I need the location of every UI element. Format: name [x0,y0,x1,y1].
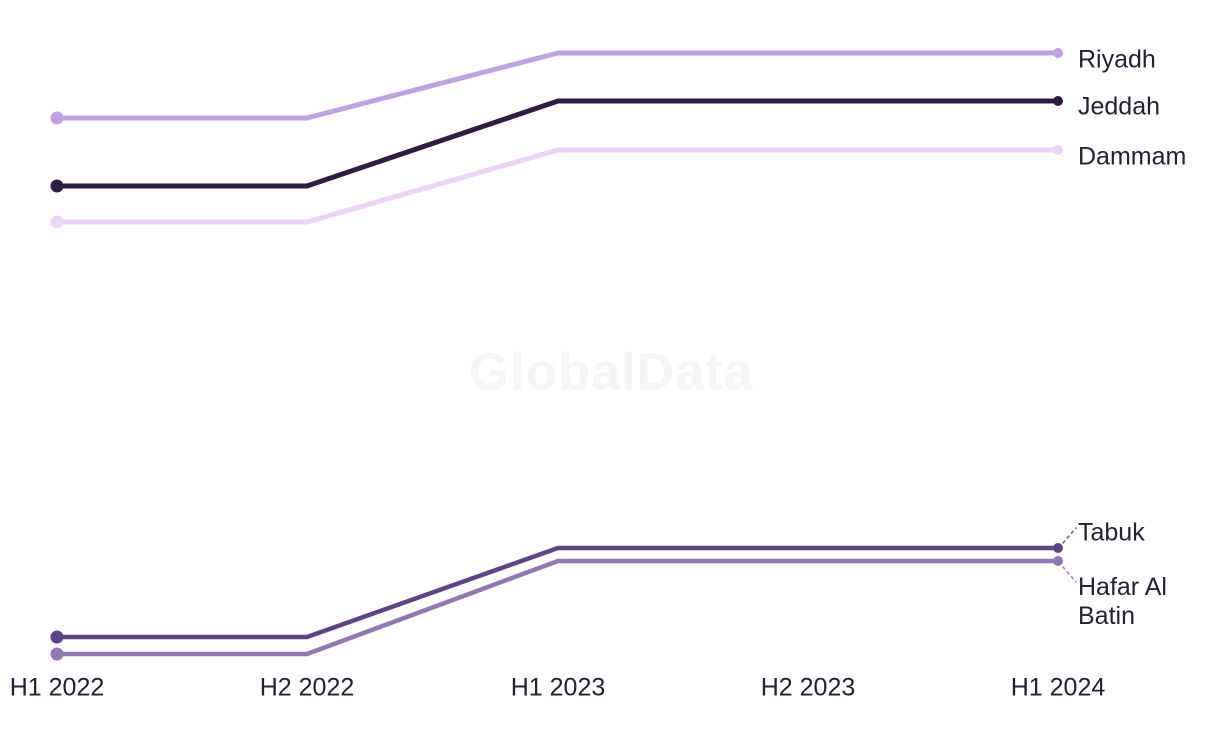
series-end-dot-tabuk [1053,543,1063,553]
series-line-riyadh [54,50,1061,121]
series-line-dammam [54,147,1061,225]
series-line-tabuk [54,545,1061,640]
series-label-riyadh: Riyadh [1078,45,1156,74]
globaldata-watermark: GlobalData [468,343,754,401]
x-axis-label-h1-2023: H1 2023 [510,673,606,702]
series-end-dot-dammam [1053,145,1063,155]
series-start-dot-jeddah [50,179,64,193]
x-axis-label-h1-2024: H1 2024 [1010,673,1106,702]
series-end-dot-jeddah [1053,96,1063,106]
series-start-dot-hafar-al-batin [50,647,64,661]
series-label-jeddah: Jeddah [1078,92,1161,121]
series-label-tabuk: Tabuk [1078,518,1145,547]
series-label-dammam: Dammam [1078,142,1187,171]
series-start-dot-riyadh [50,111,64,125]
x-axis-label-h2-2022: H2 2022 [259,673,355,702]
series-label-hafar-al-batin: Hafar Al Batin [1078,573,1167,630]
x-axis-label-h2-2023: H2 2023 [760,673,856,702]
series-start-dot-dammam [50,215,64,229]
leader-line-hafar-al-batin [1062,566,1077,583]
series-end-dot-riyadh [1053,48,1063,58]
x-axis-label-h1-2022: H1 2022 [9,673,105,702]
series-line-jeddah [54,98,1061,189]
series-line-hafar-al-batin [54,558,1061,657]
series-start-dot-tabuk [50,630,64,644]
leader-line-tabuk [1062,527,1077,544]
series-end-dot-hafar-al-batin [1053,556,1063,566]
